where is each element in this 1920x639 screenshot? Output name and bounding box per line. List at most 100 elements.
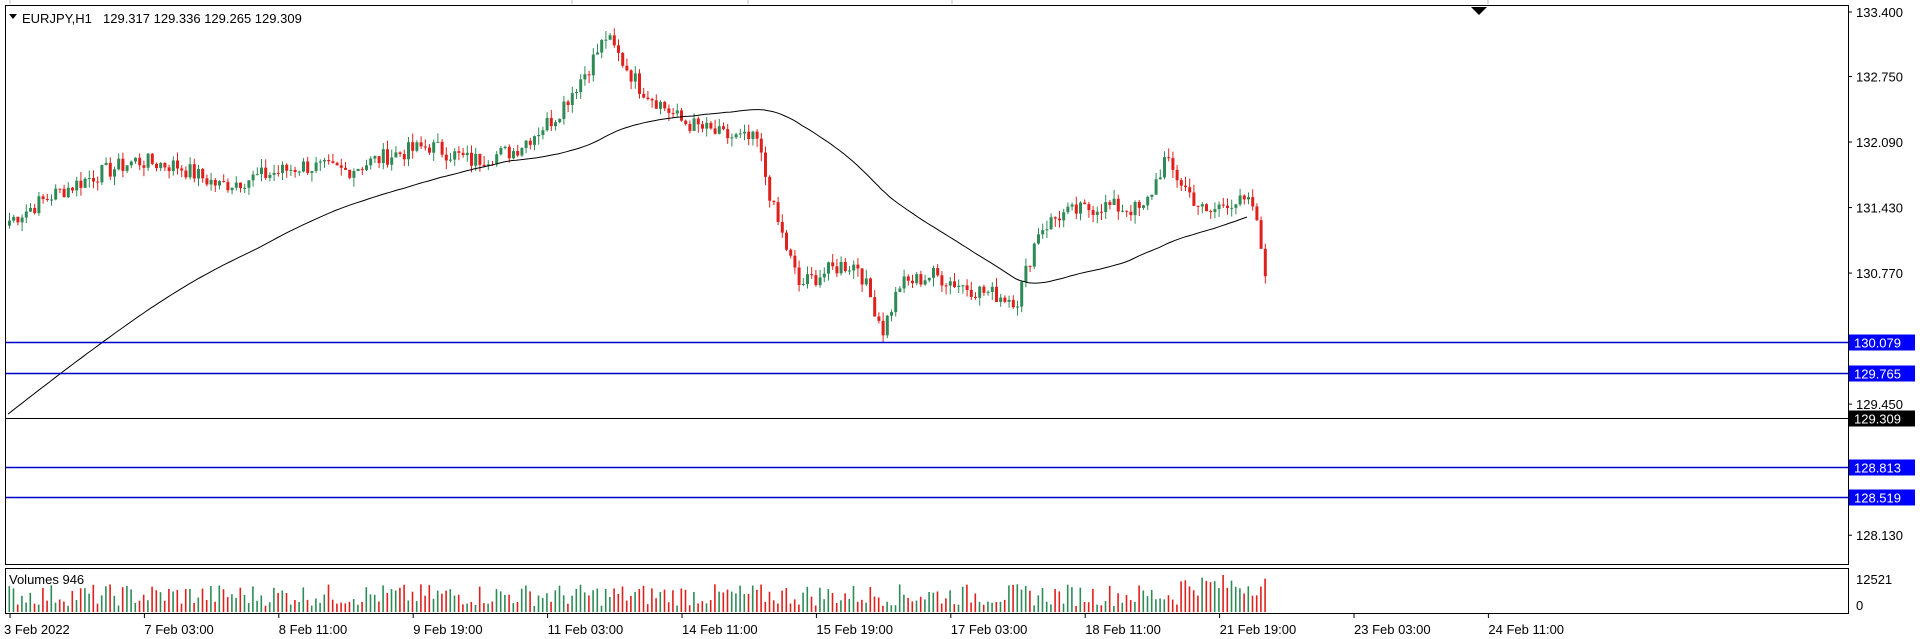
candle: [339, 158, 343, 176]
candle-body: [978, 286, 982, 298]
price-panel-frame: [5, 5, 1849, 565]
volume-bar: [1247, 586, 1250, 612]
volume-bar: [546, 593, 548, 612]
volume-bar: [134, 602, 137, 612]
volume-bar: [541, 597, 544, 612]
volume-bar: [369, 594, 372, 612]
candle-body: [764, 152, 767, 177]
level-label: 129.765: [1854, 367, 1901, 382]
candle-body: [759, 138, 763, 153]
volume-bar: [911, 601, 914, 612]
candle-body: [839, 261, 843, 274]
candle-body: [986, 291, 990, 293]
time-tick-label: 9 Feb 19:00: [413, 622, 482, 637]
volume-bar: [33, 603, 36, 612]
candle-body: [675, 110, 679, 114]
candle-body: [940, 275, 944, 286]
volume-bar: [8, 586, 11, 612]
candle: [864, 269, 868, 287]
candle: [524, 139, 528, 154]
candle-body: [621, 52, 625, 66]
candle: [297, 170, 301, 177]
candle: [1032, 242, 1036, 269]
candle: [839, 256, 843, 276]
candle-body: [516, 151, 520, 156]
volume-min-label: 0: [1856, 598, 1863, 613]
candle: [314, 157, 318, 174]
volume-bar: [932, 592, 935, 612]
volume-bar: [596, 588, 599, 612]
candle-body: [1154, 179, 1158, 195]
volume-bar: [306, 599, 309, 612]
candle-body: [12, 216, 16, 221]
candle-body: [797, 267, 801, 285]
candle: [621, 52, 625, 68]
time-tick-label: 18 Feb 11:00: [1085, 622, 1161, 637]
volume-bar: [373, 594, 376, 612]
candle-body: [457, 151, 461, 153]
candle-body: [96, 181, 100, 183]
candle-body: [184, 170, 188, 178]
candle: [230, 187, 234, 195]
candle-body: [465, 152, 469, 156]
candle-body: [772, 200, 776, 203]
volume-max-label: 12521: [1856, 572, 1892, 587]
candle-body: [751, 131, 755, 139]
collapse-triangle-icon[interactable]: [9, 14, 17, 19]
volume-bar: [474, 604, 477, 612]
volume-bar: [130, 589, 132, 612]
volume-bar: [806, 586, 809, 612]
volume-bar: [877, 597, 880, 612]
volume-bar: [281, 590, 284, 612]
candle: [890, 309, 893, 322]
candle-body: [209, 179, 213, 185]
candle-body: [1112, 198, 1116, 205]
candle-body: [604, 39, 608, 41]
candle: [1041, 223, 1045, 239]
volume-bar: [1045, 601, 1048, 612]
volume-bar: [390, 589, 393, 612]
volume-bar: [100, 595, 103, 612]
candle-body: [1007, 299, 1011, 302]
volume-bar: [1209, 582, 1212, 612]
candle-body: [579, 79, 583, 93]
candle: [192, 158, 196, 183]
candle: [155, 162, 158, 172]
candle-body: [856, 264, 860, 269]
candle-body: [348, 169, 352, 178]
candle-body: [1028, 265, 1032, 267]
volume-bar: [600, 605, 603, 612]
candle-body: [570, 93, 574, 105]
candle: [969, 281, 973, 301]
candle: [822, 267, 826, 283]
candle: [79, 172, 83, 196]
candle: [528, 137, 532, 150]
volume-bar: [651, 588, 653, 612]
candle: [881, 312, 885, 343]
volume-bar: [558, 585, 561, 612]
candle-body: [1179, 180, 1183, 186]
volume-bar: [453, 595, 456, 612]
candle: [419, 136, 423, 150]
volume-bar: [940, 603, 943, 612]
volume-bar: [1125, 595, 1128, 612]
candle: [638, 69, 641, 99]
candle: [222, 174, 226, 183]
candle: [1121, 204, 1124, 213]
candle: [780, 214, 784, 238]
volume-bar: [1222, 574, 1224, 612]
candle: [764, 146, 767, 186]
candle: [1142, 204, 1145, 210]
candle: [642, 87, 646, 99]
candle-body: [537, 134, 541, 137]
candle: [113, 166, 116, 186]
candle: [134, 157, 137, 164]
chart-shift-marker-icon[interactable]: [1471, 7, 1487, 15]
candle-body: [470, 152, 473, 166]
candle-body: [192, 164, 196, 179]
price-axis: 133.400 132.750 132.090 131.430 130.770 129.4…: [1848, 5, 1903, 543]
candle-body: [860, 268, 864, 285]
candle-body: [54, 188, 58, 200]
volume-bar: [205, 600, 208, 612]
candle-body: [1221, 204, 1225, 206]
